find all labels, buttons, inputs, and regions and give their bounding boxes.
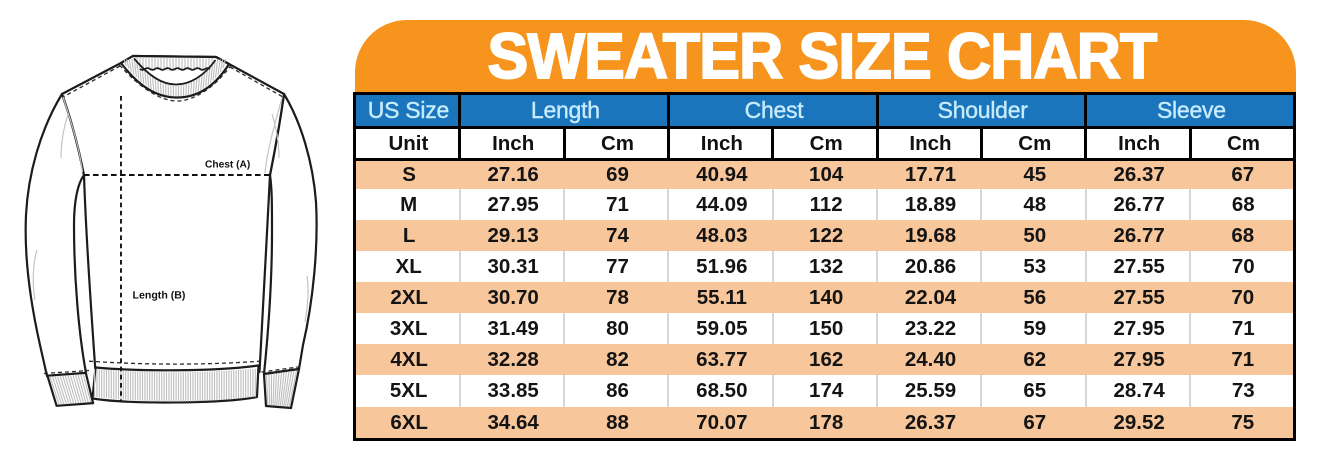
svg-text:Chest (A): Chest (A)	[205, 160, 250, 171]
svg-text:Length (B): Length (B)	[132, 290, 185, 302]
